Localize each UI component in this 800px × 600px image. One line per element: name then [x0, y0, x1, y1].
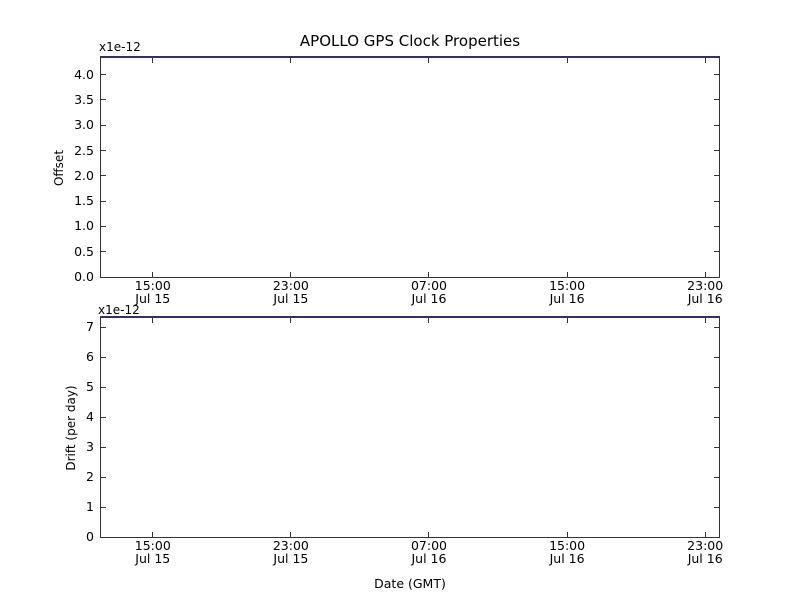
y-tick — [714, 225, 719, 227]
y-tick — [101, 326, 106, 328]
y-tick — [101, 536, 106, 538]
y-tick — [101, 150, 106, 152]
y-tick — [101, 506, 106, 508]
x-tick — [152, 532, 154, 537]
y-tick — [714, 386, 719, 388]
y-tick — [101, 276, 106, 278]
x-tick-label: 15:00 Jul 16 — [549, 278, 586, 306]
y-tick-label: 3.5 — [74, 91, 94, 107]
x-tick — [428, 318, 430, 323]
offset-plot-multiplier-label: x1e-12 — [99, 40, 141, 54]
y-tick — [714, 276, 719, 278]
x-tick — [290, 532, 292, 537]
y-tick — [714, 200, 719, 202]
chart-title: APOLLO GPS Clock Properties — [299, 32, 521, 50]
y-tick — [101, 446, 106, 448]
x-tick — [704, 272, 706, 277]
x-tick — [566, 272, 568, 277]
y-tick — [101, 175, 106, 177]
y-tick-label: 7 — [86, 319, 94, 334]
x-tick — [152, 318, 154, 323]
drift-plot-ylabel: Drift (per day) — [64, 384, 78, 471]
y-tick — [714, 476, 719, 478]
y-tick — [101, 225, 106, 227]
y-tick — [101, 200, 106, 202]
drift-plot: x1e-12 Drift (per day) Date (GMT) 0 1 2 3 4 5… — [64, 303, 723, 591]
y-tick-label: 6 — [86, 349, 94, 364]
y-tick-label: 2 — [86, 469, 94, 484]
y-tick — [714, 356, 719, 358]
y-tick — [714, 446, 719, 448]
y-tick-label: 2.0 — [74, 167, 94, 183]
x-tick — [704, 532, 706, 537]
y-tick-label: 0.5 — [74, 243, 94, 259]
y-tick-label: 0 — [86, 529, 94, 544]
y-tick — [714, 99, 719, 101]
x-tick-label: 23:00 Jul 15 — [272, 538, 309, 566]
y-tick-label: 1 — [86, 499, 94, 514]
x-tick — [428, 58, 430, 63]
x-tick-label: 23:00 Jul 16 — [687, 538, 724, 566]
x-tick-label: 23:00 Jul 15 — [272, 278, 309, 306]
y-tick — [101, 74, 106, 76]
y-tick-label: 4.0 — [74, 66, 94, 82]
x-tick — [566, 318, 568, 323]
x-tick-label: 23:00 Jul 16 — [687, 278, 724, 306]
y-tick — [714, 175, 719, 177]
x-tick-label: 15:00 Jul 16 — [549, 538, 586, 566]
x-tick — [704, 318, 706, 323]
y-tick — [714, 536, 719, 538]
y-tick — [101, 416, 106, 418]
y-tick — [101, 251, 106, 253]
y-tick — [714, 251, 719, 253]
y-tick — [101, 386, 106, 388]
y-tick — [714, 74, 719, 76]
y-tick — [101, 99, 106, 101]
x-tick-label: 15:00 Jul 15 — [134, 538, 171, 566]
y-tick — [714, 124, 719, 126]
y-tick-label: 2.5 — [74, 142, 94, 158]
offset-plot: x1e-12 Offset 0.0 0.5 1.0 1.5 2.0 2.5 3.0 3.5 4.… — [52, 40, 723, 304]
y-tick — [714, 150, 719, 152]
y-tick-label: 3.0 — [74, 117, 94, 133]
y-tick-label: 1.5 — [74, 193, 94, 209]
y-tick — [101, 124, 106, 126]
x-axis-label: Date (GMT) — [374, 576, 446, 591]
x-tick-label: 15:00 Jul 15 — [134, 278, 171, 306]
y-tick — [101, 476, 106, 478]
y-tick — [101, 356, 106, 358]
x-tick — [290, 318, 292, 323]
x-tick — [290, 58, 292, 63]
y-tick — [714, 326, 719, 328]
x-tick-label: 07:00 Jul 16 — [410, 538, 447, 566]
y-tick-label: 4 — [86, 409, 94, 424]
y-tick — [714, 506, 719, 508]
x-tick — [428, 272, 430, 277]
x-tick — [290, 272, 292, 277]
y-tick-label: 3 — [86, 439, 94, 454]
y-tick-label: 1.0 — [74, 218, 94, 234]
x-tick — [566, 58, 568, 63]
x-tick — [704, 58, 706, 63]
x-tick — [152, 58, 154, 63]
drift-plot-multiplier-label: x1e-12 — [98, 303, 140, 317]
x-tick — [152, 272, 154, 277]
y-tick — [714, 416, 719, 418]
y-tick-label: 0.0 — [74, 269, 94, 284]
x-tick — [428, 532, 430, 537]
x-tick-label: 07:00 Jul 16 — [410, 278, 447, 306]
x-tick — [566, 532, 568, 537]
y-tick-label: 5 — [86, 379, 94, 394]
